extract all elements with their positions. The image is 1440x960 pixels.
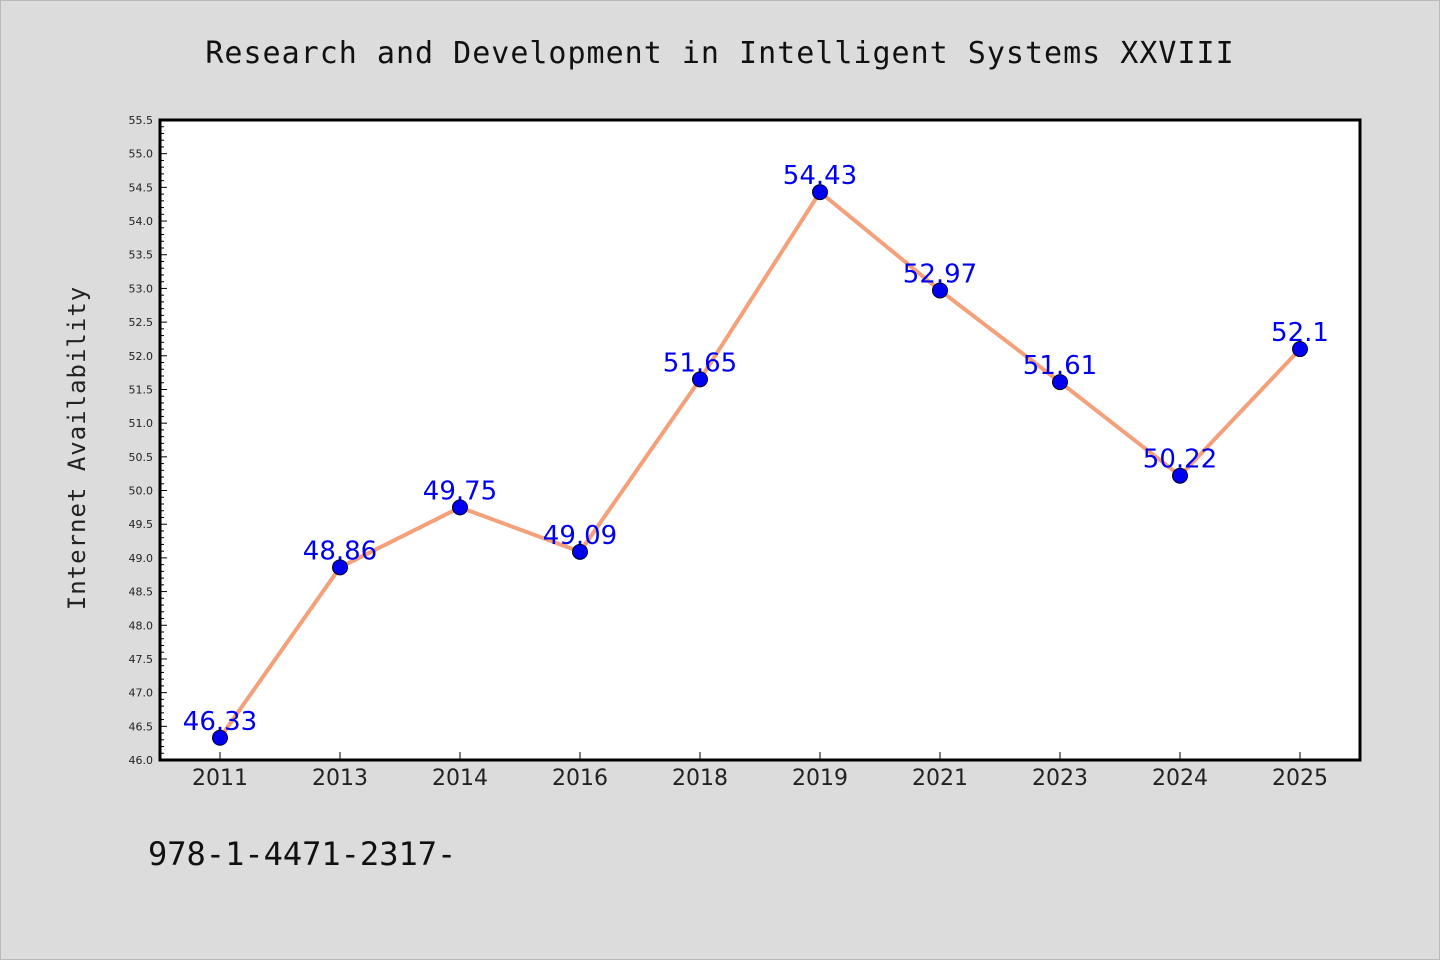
y-tick-label: 55.0 (129, 148, 154, 161)
data-label: 54.43 (783, 161, 857, 191)
data-point (212, 729, 228, 746)
data-point (572, 543, 588, 560)
y-tick-label: 52.0 (129, 350, 154, 363)
y-tick-label: 49.5 (129, 518, 154, 531)
y-tick-label: 46.0 (129, 754, 154, 767)
data-point (452, 499, 468, 516)
data-label: 48.86 (303, 536, 377, 566)
x-tick-label: 2019 (792, 766, 848, 791)
chart-title: Research and Development in Intelligent … (205, 36, 1234, 71)
data-label: 50.22 (1143, 445, 1217, 475)
x-tick-label: 2011 (192, 766, 248, 791)
x-tick-label: 2021 (912, 766, 968, 791)
data-label: 49.09 (543, 521, 617, 551)
data-point (932, 282, 948, 299)
y-tick-label: 48.0 (129, 619, 154, 632)
data-point (692, 371, 708, 388)
data-label: 51.65 (663, 348, 737, 378)
y-tick-label: 53.5 (129, 249, 154, 262)
data-label: 52.97 (903, 259, 977, 289)
x-tick-label: 2024 (1152, 766, 1208, 791)
y-tick-label: 53.0 (129, 282, 154, 295)
y-tick-label: 47.5 (129, 653, 154, 666)
plot-area (158, 118, 1362, 762)
data-label: 51.61 (1023, 351, 1097, 381)
data-point (1172, 467, 1188, 484)
y-tick-label: 48.5 (129, 586, 154, 599)
data-label: 49.75 (423, 476, 497, 506)
y-axis: 46.0 46.5 47.0 47.5 48.0 48.5 49.0 49.5 50.0 50.5… (129, 114, 167, 767)
y-tick-label: 51.5 (129, 383, 154, 396)
y-axis-label: Internet Availability (63, 286, 91, 610)
data-label: 46.33 (183, 707, 257, 737)
series-line-group (218, 190, 1302, 740)
x-axis: 2011 2013 2014 2016 2018 2019 2021 2023 2024 2025 (192, 752, 1328, 791)
data-point (1292, 341, 1308, 358)
data-label: 52.1 (1271, 318, 1329, 348)
y-tick-label: 50.5 (129, 451, 154, 464)
y-tick-label: 54.5 (129, 181, 154, 194)
data-point (1052, 374, 1068, 391)
x-tick-label: 2014 (432, 766, 488, 791)
isbn-footer-text: 978-1-4471-2317- (148, 835, 456, 873)
x-tick-label: 2018 (672, 766, 728, 791)
y-tick-label: 46.5 (129, 720, 154, 733)
y-tick-label: 54.0 (129, 215, 154, 228)
data-labels: 46.33 48.86 49.75 49.09 51.65 54.43 52.97 51.61… (183, 161, 1329, 737)
y-tick-label: 47.0 (129, 687, 154, 700)
y-tick-label: 55.5 (129, 114, 154, 127)
data-markers (212, 184, 1308, 746)
series-line (218, 190, 1302, 740)
y-tick-label: 50.0 (129, 485, 154, 498)
data-point (332, 559, 348, 576)
x-tick-label: 2025 (1272, 766, 1328, 791)
y-tick-label: 49.0 (129, 552, 154, 565)
y-tick-label: 52.5 (129, 316, 154, 329)
y-tick-label: 51.0 (129, 417, 154, 430)
x-tick-label: 2016 (552, 766, 608, 791)
x-tick-label: 2023 (1032, 766, 1088, 791)
data-point (812, 184, 828, 201)
x-tick-label: 2013 (312, 766, 368, 791)
